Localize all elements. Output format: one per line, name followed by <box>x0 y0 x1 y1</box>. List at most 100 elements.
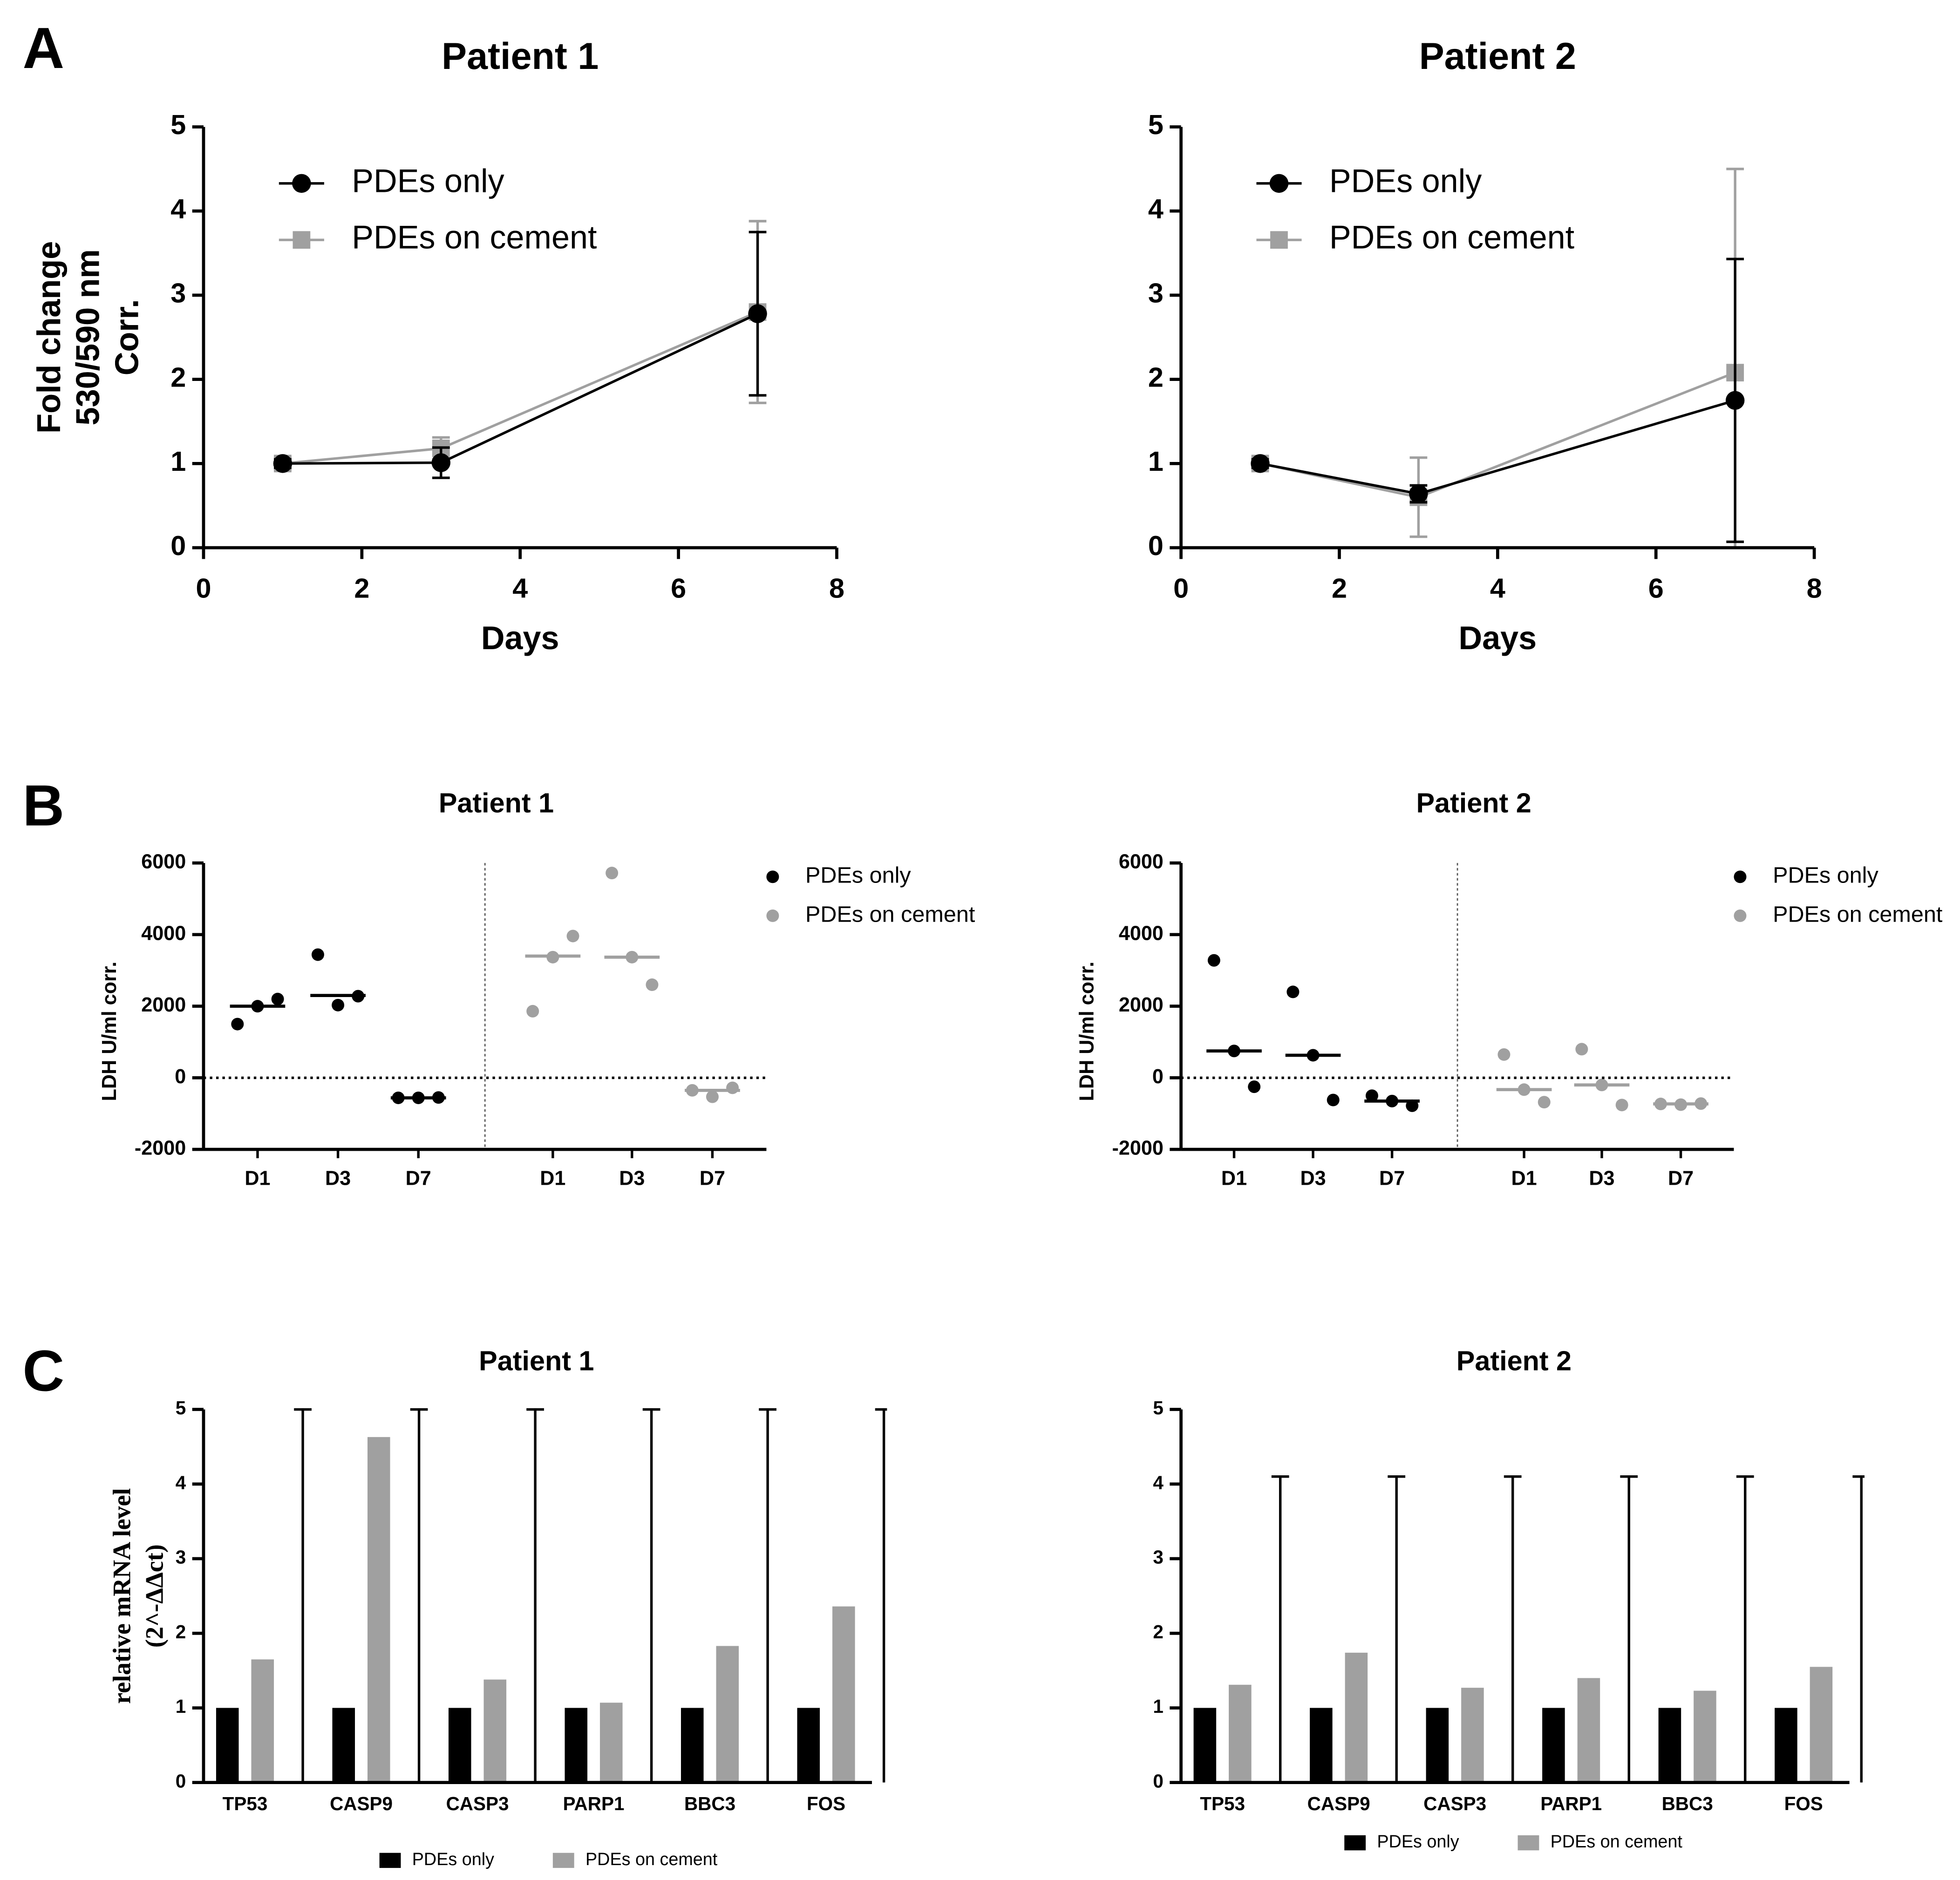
x-tick-label: PARP1 <box>563 1793 625 1814</box>
point <box>1538 1096 1551 1109</box>
whisker <box>1388 1475 1406 1783</box>
y-tick-label: 1 <box>1153 1696 1163 1717</box>
bar <box>1193 1708 1217 1783</box>
legend-label: PDEs on cement <box>1329 219 1574 256</box>
legend-label: PDEs only <box>1377 1832 1459 1852</box>
bar <box>1577 1678 1600 1783</box>
x-tick-label: FOS <box>807 1793 845 1814</box>
x-tick-label: 8 <box>829 572 844 604</box>
point <box>706 1090 719 1103</box>
y-axis-label: relative mRNA level <box>108 1488 136 1704</box>
point <box>646 978 659 991</box>
series-line <box>1259 371 1736 499</box>
point <box>332 998 345 1011</box>
x-tick-label: D7 <box>1379 1167 1405 1189</box>
y-axis-label: Corr. <box>109 299 145 375</box>
legend-marker <box>1270 231 1288 249</box>
y-axis-label: Corr. <box>109 299 145 375</box>
y-tick-label: 0 <box>170 530 186 561</box>
point <box>1725 391 1745 410</box>
x-tick-label: CASP9 <box>330 1793 393 1814</box>
whisker <box>642 1408 660 1783</box>
y-tick-label: 1 <box>170 446 186 477</box>
bar <box>216 1708 239 1783</box>
x-tick-label: 2 <box>1332 572 1347 604</box>
x-tick-label: D3 <box>1300 1167 1326 1189</box>
y-tick-label: 0 <box>1153 1770 1163 1792</box>
y-axis-label: 530/590 nm <box>70 249 106 425</box>
x-axis-label: Days <box>481 620 559 656</box>
bar <box>832 1606 855 1783</box>
legend-marker <box>293 231 311 249</box>
y-axis-label: Fold change <box>31 241 67 434</box>
legend-swatch <box>1344 1835 1366 1851</box>
bar <box>1345 1652 1368 1783</box>
panel: Patient 2 -2000 0 2000 4000 6000 LDH U/ml corr… <box>1075 787 1942 1190</box>
point <box>748 304 767 323</box>
bar <box>1229 1684 1252 1783</box>
legend-marker <box>766 909 779 922</box>
bar <box>368 1437 390 1783</box>
y-tick-label: 2000 <box>1119 994 1164 1016</box>
x-axis-label: Days <box>1459 620 1537 656</box>
bar <box>1461 1688 1484 1783</box>
legend-label: PDEs on cement <box>585 1850 718 1869</box>
x-tick-label: D3 <box>1589 1167 1614 1189</box>
legend-marker <box>1734 909 1747 922</box>
legend-label: PDEs on cement <box>1551 1832 1683 1852</box>
point <box>1248 1080 1261 1093</box>
plot-area <box>216 1408 887 1783</box>
y-tick-label: 4000 <box>1119 922 1164 944</box>
plot-area <box>230 867 740 1104</box>
whisker <box>526 1408 544 1783</box>
plot-area <box>1193 1475 1865 1783</box>
panel: Patient 2 0 1 2 3 4 5 Fold change 530/590 nm Corr… <box>31 35 1822 656</box>
point <box>1497 1048 1511 1061</box>
x-tick-label: D1 <box>1511 1167 1537 1189</box>
panel-label: C <box>23 1339 65 1403</box>
bar <box>681 1708 704 1783</box>
whisker <box>759 1408 777 1783</box>
point <box>273 454 293 473</box>
plot-area <box>1206 954 1708 1112</box>
legend-swatch <box>379 1853 401 1868</box>
x-tick-label: TP53 <box>223 1793 268 1814</box>
whisker <box>294 1408 312 1783</box>
point <box>526 1004 539 1018</box>
whisker <box>875 1408 887 1783</box>
panel: Patient 2 0 1 2 3 4 5 relative mRNA level (2^-ΔΔ… <box>108 1345 1865 1852</box>
x-tick-label: D3 <box>619 1167 645 1189</box>
panel: A Patient 1 0 1 2 3 4 5 Fold change 530/590 nm Cor… <box>23 16 844 656</box>
y-axis-label: Fold change <box>31 241 67 434</box>
panel-label: A <box>23 16 65 81</box>
bar <box>716 1646 739 1783</box>
legend-label: PDEs only <box>412 1850 494 1869</box>
whisker <box>1852 1475 1865 1783</box>
x-tick-label: CASP3 <box>1423 1793 1486 1814</box>
legend-marker <box>1734 870 1747 883</box>
whisker <box>410 1408 428 1783</box>
legend-label: PDEs on cement <box>1773 902 1943 927</box>
x-tick-label: FOS <box>1784 1793 1823 1814</box>
x-tick-label: 0 <box>1173 572 1189 604</box>
bar <box>797 1708 820 1783</box>
bar <box>448 1708 471 1783</box>
legend-label: PDEs only <box>352 163 504 199</box>
y-axis-label: (2^-ΔΔct) <box>141 1544 169 1648</box>
panel: C Patient 1 0 1 2 3 4 5 relative mRNA level (2^-Δ… <box>23 1339 887 1869</box>
y-tick-label: 0 <box>1148 530 1164 561</box>
y-tick-label: 2 <box>1148 361 1164 393</box>
x-tick-label: D7 <box>1668 1167 1694 1189</box>
panel-label: B <box>23 774 65 838</box>
point <box>1327 1093 1340 1106</box>
y-tick-label: 4 <box>176 1472 186 1493</box>
point <box>1575 1043 1588 1056</box>
y-tick-label: 3 <box>176 1547 186 1568</box>
x-tick-label: CASP3 <box>446 1793 509 1814</box>
whisker <box>1271 1475 1289 1783</box>
y-tick-label: -2000 <box>135 1137 186 1160</box>
legend-label: PDEs on cement <box>352 219 597 256</box>
y-tick-label: 0 <box>175 1066 186 1088</box>
bar <box>1775 1708 1797 1783</box>
